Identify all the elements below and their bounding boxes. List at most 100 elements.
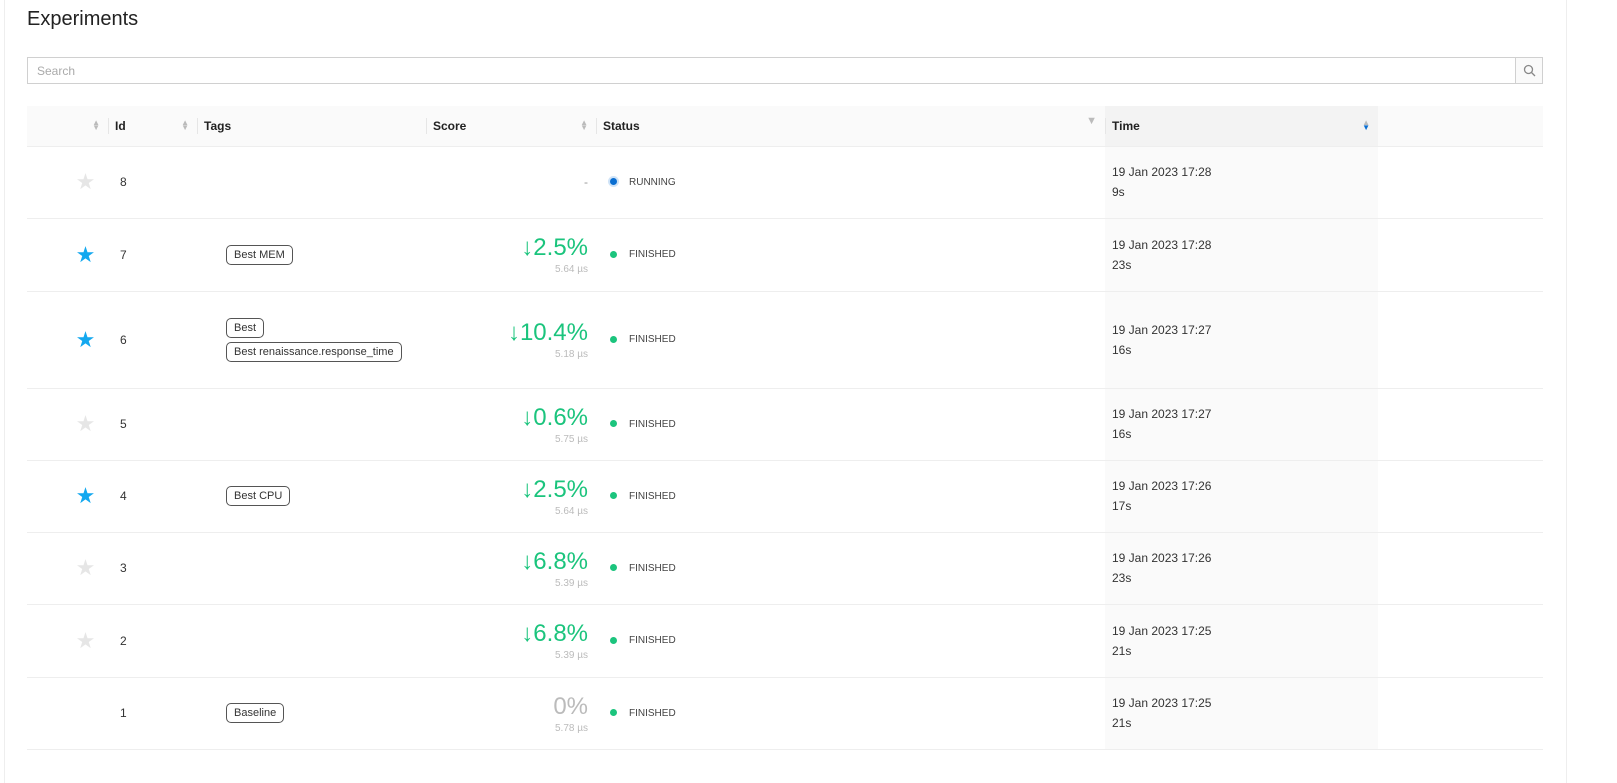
star-toggle[interactable]: ★ — [27, 291, 108, 389]
score-value: ↓0.6% — [521, 403, 588, 431]
score-cell: ↓6.8% 5.39 µs — [426, 532, 596, 605]
star-icon[interactable]: ★ — [75, 483, 96, 508]
spacer-cell — [1378, 604, 1543, 678]
header-spacer — [1378, 106, 1543, 147]
status-cell: FINISHED — [596, 604, 1105, 678]
sort-icon[interactable]: ▲ ▼ — [580, 118, 588, 132]
tag-badge[interactable]: Best MEM — [226, 244, 293, 265]
star-toggle[interactable] — [27, 677, 108, 750]
table-row[interactable]: 1 Baseline 0% 5.78 µs FINISHED 19 Jan 20… — [27, 677, 1543, 750]
status-dot-icon — [610, 420, 617, 428]
table-header: ▲ ▼ Id ▲ ▼ Tags Score ▲ ▼ Status ▼ Time ▲ ▼ — [27, 106, 1543, 147]
status-dot-icon — [610, 636, 617, 644]
time-cell: 19 Jan 2023 17:27 16s — [1105, 291, 1378, 389]
time-duration: 23s — [1112, 571, 1132, 585]
spacer-cell — [1378, 218, 1543, 292]
score-cell: ↓2.5% 5.64 µs — [426, 218, 596, 292]
id-cell: 8 — [108, 146, 197, 219]
status-dot-icon — [610, 335, 617, 343]
time-cell: 19 Jan 2023 17:25 21s — [1105, 677, 1378, 750]
tag-badge[interactable]: Best renaissance.response_time — [226, 341, 402, 362]
time-date: 19 Jan 2023 17:26 — [1112, 551, 1212, 565]
score-cell: - — [426, 146, 596, 219]
star-icon[interactable]: ★ — [75, 555, 96, 580]
status-label: FINISHED — [629, 249, 676, 260]
star-toggle[interactable]: ★ — [27, 146, 108, 219]
table-row[interactable]: ★ 2 ↓6.8% 5.39 µs FINISHED 19 Jan 2023 1… — [27, 604, 1543, 678]
star-icon[interactable]: ★ — [75, 627, 96, 653]
time-date: 19 Jan 2023 17:27 — [1112, 407, 1212, 421]
header-time[interactable]: Time ▲ ▼ — [1105, 106, 1378, 147]
tag-badge[interactable]: Best CPU — [226, 486, 291, 506]
time-duration: 16s — [1112, 427, 1132, 441]
score-value: ↓2.5% — [521, 234, 588, 261]
star-icon[interactable]: ★ — [75, 241, 96, 267]
sort-icon[interactable]: ▲ ▼ — [92, 118, 100, 132]
tags-cell — [197, 532, 426, 605]
table-row[interactable]: ★ 3 ↓6.8% 5.39 µs FINISHED 19 Jan 2023 1… — [27, 532, 1543, 605]
star-icon[interactable]: ★ — [75, 326, 96, 352]
status-label: RUNNING — [629, 176, 676, 188]
tags-cell: Best CPU — [197, 460, 426, 533]
time-cell: 19 Jan 2023 17:25 21s — [1105, 604, 1378, 678]
header-star[interactable]: ▲ ▼ — [27, 106, 108, 147]
header-label: Status — [603, 118, 640, 133]
star-icon[interactable]: ★ — [75, 169, 96, 194]
table-row[interactable]: ★ 7 Best MEM ↓2.5% 5.64 µs FINISHED 19 J… — [27, 218, 1543, 292]
time-date: 19 Jan 2023 17:25 — [1112, 696, 1212, 710]
time-cell: 19 Jan 2023 17:26 17s — [1105, 460, 1378, 533]
filter-icon[interactable]: ▼ — [1086, 115, 1097, 127]
header-status: Status ▼ — [596, 106, 1105, 147]
id-cell: 5 — [108, 388, 197, 461]
time-duration: 9s — [1112, 185, 1125, 199]
sort-desc-icon[interactable]: ▲ ▼ — [1362, 118, 1370, 132]
tag-badge[interactable]: Baseline — [226, 703, 285, 723]
star-icon[interactable]: ★ — [75, 411, 96, 436]
time-date: 19 Jan 2023 17:28 — [1112, 237, 1212, 252]
star-toggle[interactable]: ★ — [27, 532, 108, 605]
header-label: Id — [115, 118, 126, 133]
search-bar — [27, 57, 1543, 84]
table-row[interactable]: ★ 6 Best Best renaissance.response_time ↓… — [27, 291, 1543, 389]
spacer-cell — [1378, 532, 1543, 605]
id-cell: 6 — [108, 291, 197, 389]
time-date: 19 Jan 2023 17:27 — [1112, 322, 1212, 337]
time-duration: 17s — [1112, 499, 1132, 513]
status-cell: FINISHED — [596, 677, 1105, 750]
status-cell: FINISHED — [596, 218, 1105, 292]
search-input[interactable] — [28, 58, 1515, 83]
sort-icon[interactable]: ▲ ▼ — [181, 118, 189, 132]
tag-badge[interactable]: Best — [226, 317, 265, 338]
header-id[interactable]: Id ▲ ▼ — [108, 106, 197, 147]
star-toggle[interactable]: ★ — [27, 604, 108, 678]
spacer-cell — [1378, 146, 1543, 219]
id-cell: 3 — [108, 532, 197, 605]
id-cell: 1 — [108, 677, 197, 750]
header-label: Time — [1112, 118, 1140, 133]
score-value: ↓6.8% — [521, 547, 588, 575]
score-cell: ↓0.6% 5.75 µs — [426, 388, 596, 461]
status-cell: FINISHED — [596, 291, 1105, 389]
status-label: FINISHED — [629, 490, 676, 502]
spacer-cell — [1378, 677, 1543, 750]
status-dot-icon — [610, 178, 617, 186]
tags-cell — [197, 388, 426, 461]
header-tags: Tags — [197, 106, 426, 147]
time-duration: 23s — [1112, 257, 1132, 272]
table-row[interactable]: ★ 5 ↓0.6% 5.75 µs FINISHED 19 Jan 2023 1… — [27, 388, 1543, 461]
header-score[interactable]: Score ▲ ▼ — [426, 106, 596, 147]
search-button[interactable] — [1515, 58, 1542, 83]
star-toggle[interactable]: ★ — [27, 388, 108, 461]
header-label: Tags — [204, 118, 232, 133]
time-duration: 16s — [1112, 342, 1132, 357]
star-toggle[interactable]: ★ — [27, 460, 108, 533]
page-frame — [4, 0, 1567, 783]
tags-cell — [197, 146, 426, 219]
page-title: Experiments — [27, 8, 139, 30]
score-absolute: 5.39 µs — [554, 650, 588, 661]
score-value: ↓10.4% — [507, 319, 588, 346]
table-row[interactable]: ★ 8 - RUNNING 19 Jan 2023 17:28 9s — [27, 146, 1543, 219]
table-row[interactable]: ★ 4 Best CPU ↓2.5% 5.64 µs FINISHED 19 J… — [27, 460, 1543, 533]
status-cell: FINISHED — [596, 532, 1105, 605]
star-toggle[interactable]: ★ — [27, 218, 108, 292]
